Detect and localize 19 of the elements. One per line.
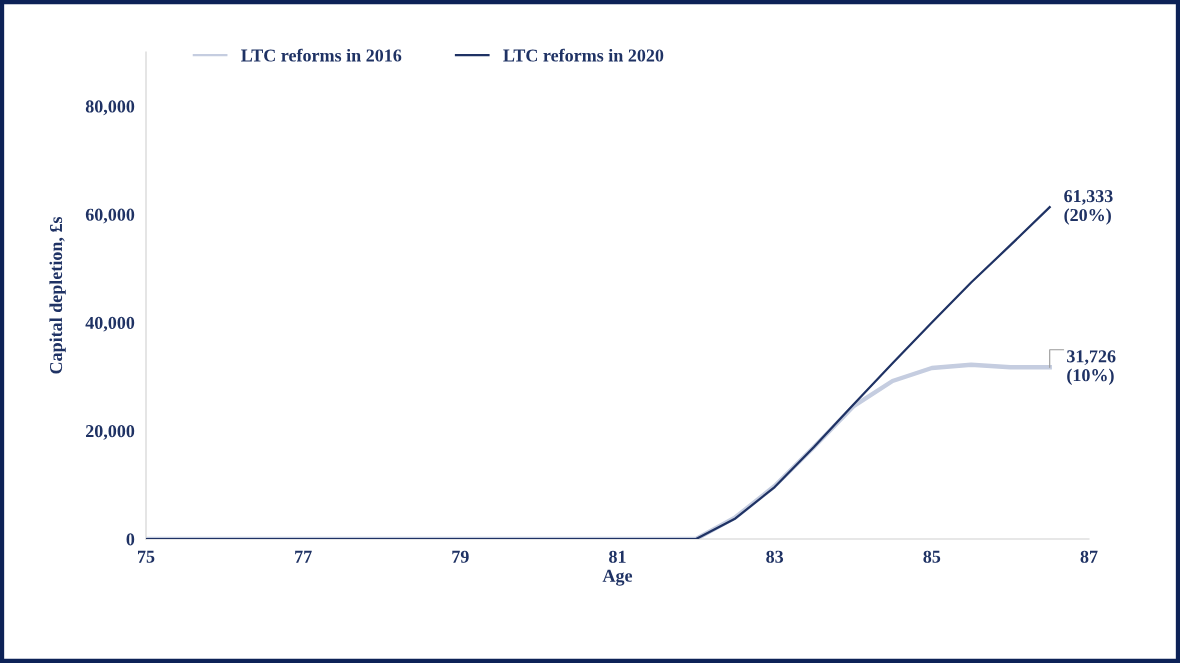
x-tick-label: 79 xyxy=(452,550,469,563)
x-tick-label: 75 xyxy=(138,550,155,563)
legend-label: LTC reforms in 2020 xyxy=(503,48,664,62)
x-tick-label: 87 xyxy=(1080,550,1098,563)
y-tick-label: 0 xyxy=(126,533,135,546)
y-tick-label: 40,000 xyxy=(85,316,135,332)
y-tick-label: 60,000 xyxy=(85,208,135,224)
y-tick-label: 80,000 xyxy=(85,100,135,116)
x-tick-label: 85 xyxy=(923,550,941,563)
x-axis-title: Age xyxy=(602,569,633,586)
x-tick-label: 83 xyxy=(766,550,784,563)
y-tick-label: 20,000 xyxy=(86,425,135,440)
x-tick-label: 81 xyxy=(609,550,626,563)
line-series xyxy=(146,206,1051,539)
annotation: 31,726 (10%) xyxy=(1067,350,1116,385)
annotation: 61,333 (20%) xyxy=(1064,190,1113,225)
legend-label: LTC reforms in 2016 xyxy=(241,48,402,62)
y-axis-title: Capital depletion, £s xyxy=(49,216,66,374)
x-tick-label: 77 xyxy=(295,550,312,563)
